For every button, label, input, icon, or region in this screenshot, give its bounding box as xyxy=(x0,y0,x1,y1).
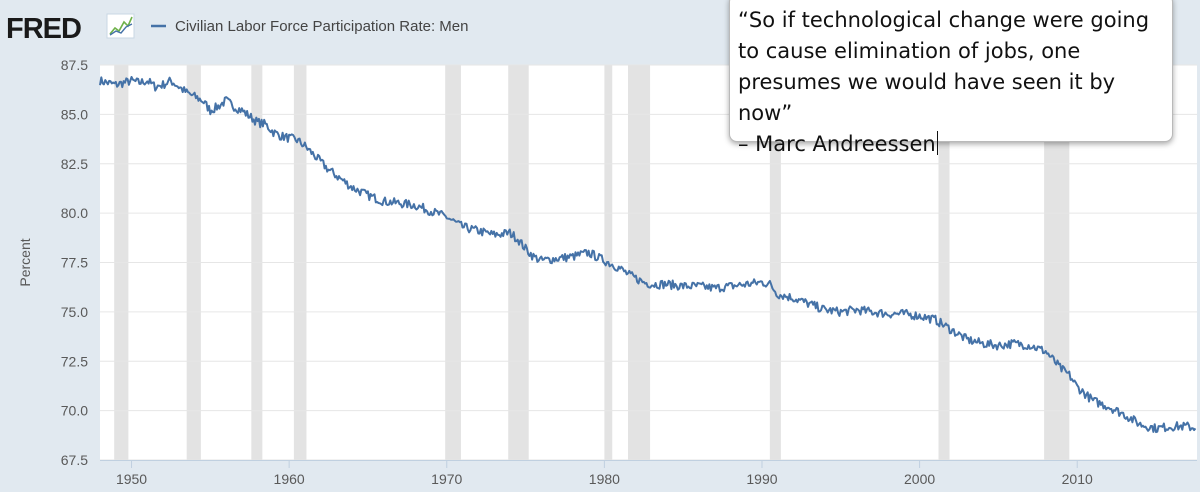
y-axis-label: Percent xyxy=(17,238,33,286)
series-layer xyxy=(99,76,1197,434)
quote-line: to cause elimination of jobs, one xyxy=(738,39,1081,63)
y-tick-label: 70.0 xyxy=(61,403,88,419)
fred-logo-text[interactable]: FRED xyxy=(6,13,82,45)
y-tick-label: 77.5 xyxy=(61,255,88,271)
y-tick-label: 82.5 xyxy=(61,156,88,172)
quote-text[interactable]: “So if technological change were going t… xyxy=(738,5,1166,160)
quote-line: – Marc Andreessen xyxy=(738,132,936,156)
series-line xyxy=(99,76,1197,434)
y-tick-label: 72.5 xyxy=(61,353,88,369)
quote-line: presumes we would have seen it by now” xyxy=(738,70,1116,125)
y-tick-label: 85.0 xyxy=(61,106,88,122)
x-tick-label: 1990 xyxy=(746,471,777,487)
x-tick-label: 1950 xyxy=(116,471,147,487)
quote-textbox[interactable]: “So if technological change were going t… xyxy=(729,0,1173,156)
x-tick-label: 2000 xyxy=(904,471,935,487)
y-axis: 87.5 85.0 82.5 80.0 77.5 75.0 72.5 70.0 67.5 xyxy=(61,57,88,468)
x-tick-label: 1980 xyxy=(589,471,620,487)
line-graph-icon xyxy=(106,13,135,39)
x-axis: 1950 1960 1970 1980 1990 2000 2010 xyxy=(100,460,1197,487)
text-cursor xyxy=(936,131,938,155)
x-tick-label: 1970 xyxy=(431,471,462,487)
quote-line: “So if technological change were going xyxy=(738,8,1150,32)
y-tick-label: 67.5 xyxy=(61,452,88,468)
x-tick-label: 1960 xyxy=(274,471,305,487)
y-tick-label: 87.5 xyxy=(61,57,88,73)
x-tick-label: 2010 xyxy=(1062,471,1093,487)
legend-label[interactable]: Civilian Labor Force Participation Rate:… xyxy=(175,18,468,35)
y-tick-label: 80.0 xyxy=(61,205,88,221)
y-tick-label: 75.0 xyxy=(61,304,88,320)
